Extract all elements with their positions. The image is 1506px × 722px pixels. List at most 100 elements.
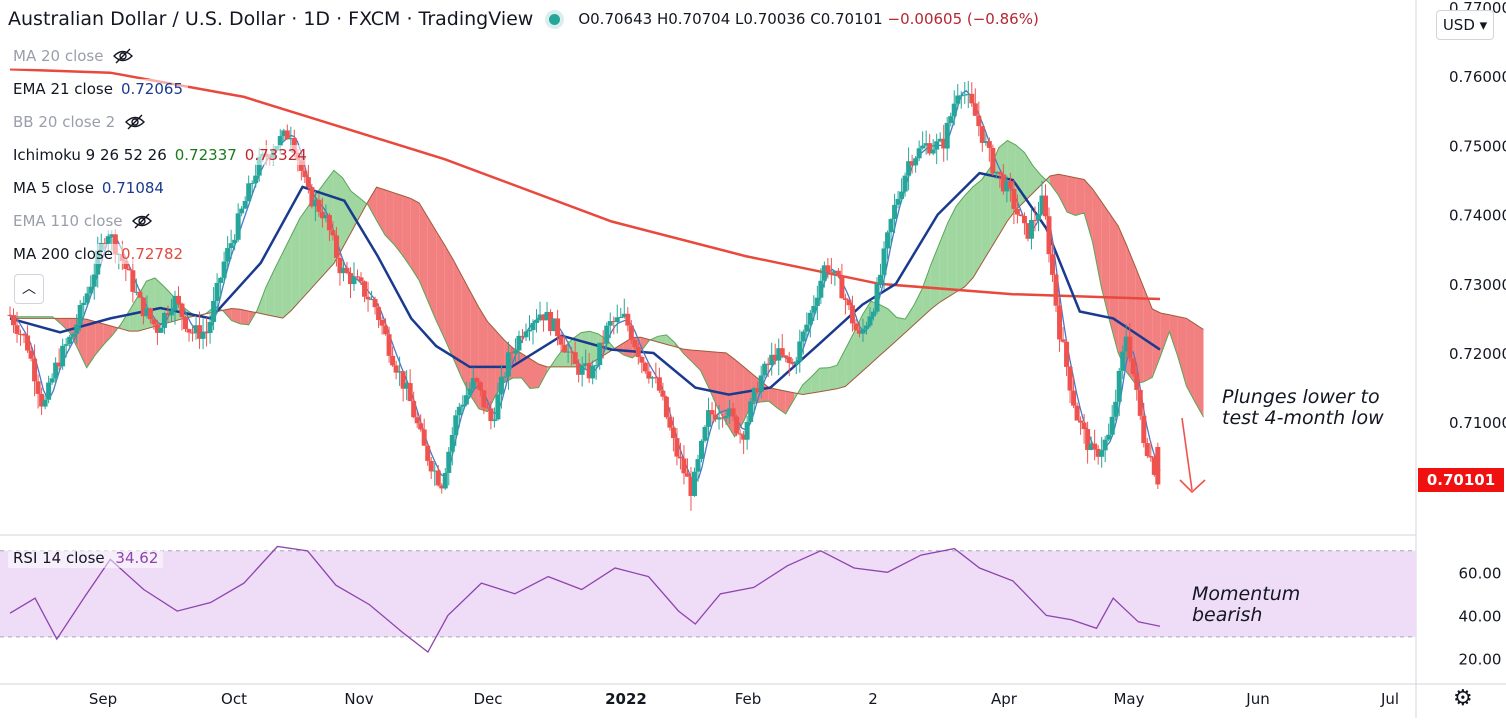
bull-candle [811, 305, 817, 313]
cloud-segment [521, 353, 530, 389]
down-arrow [1179, 417, 1206, 494]
bull-candle [312, 199, 318, 207]
time-tick-label: Apr [991, 690, 1018, 708]
cloud-segment [623, 337, 633, 358]
bull-candle [706, 410, 712, 427]
annotation-rsi-line1: Momentum [1192, 583, 1301, 605]
bear-candle [333, 235, 339, 258]
bull-candle [797, 341, 803, 362]
eye-off-icon[interactable] [125, 114, 146, 134]
currency-selector[interactable]: USD ▾ [1436, 10, 1494, 40]
bear-candle [1085, 429, 1091, 450]
bull-candle [495, 394, 501, 420]
cloud-segment [802, 376, 812, 395]
low-value: L0.70036 [735, 10, 806, 28]
bear-candle [407, 383, 413, 402]
bull-candle [277, 136, 283, 147]
bear-candle [337, 257, 343, 274]
bear-candle [319, 211, 325, 219]
legend-item[interactable]: EMA 21 close 0.72065 [8, 79, 188, 99]
bull-candle [1116, 370, 1122, 402]
bear-candle [204, 332, 210, 334]
gear-icon[interactable]: ⚙ [1453, 686, 1473, 711]
cloud-segment [785, 391, 795, 414]
cloud-segment [922, 265, 931, 318]
bear-candle [1095, 448, 1101, 457]
eye-off-icon[interactable] [132, 213, 153, 233]
bear-candle [663, 396, 669, 418]
rsi-overbought-oversold-band [0, 550, 1416, 637]
bull-candle [369, 299, 375, 301]
bull-candle [800, 331, 806, 342]
bull-candle [951, 103, 957, 117]
bear-candle [986, 141, 992, 148]
cloud-segment [86, 319, 96, 368]
cloud-segment [393, 192, 403, 255]
bear-candle [941, 138, 947, 149]
bear-candle [365, 296, 371, 300]
bear-candle [709, 410, 715, 415]
bear-candle [842, 298, 848, 300]
bull-candle [516, 335, 522, 351]
bear-candle [28, 350, 34, 359]
bull-candle [218, 277, 224, 283]
cloud-segment [368, 187, 377, 221]
legend-item[interactable]: EMA 110 close [8, 211, 158, 234]
cloud-segment [103, 324, 113, 345]
cloud-segment [836, 349, 846, 389]
bear-candle [39, 393, 45, 407]
bull-candle [470, 378, 476, 389]
bear-candle [1018, 214, 1024, 217]
bear-candle [130, 270, 136, 292]
cloud-segment [376, 187, 386, 236]
bull-candle [993, 171, 999, 174]
legend-item[interactable]: MA 5 close 0.71084 [8, 178, 169, 198]
cloud-segment [427, 217, 437, 321]
bear-candle [481, 390, 487, 408]
legend-item[interactable]: MA 200 close 0.72782 [8, 244, 189, 264]
legend-item[interactable]: Ichimoku 9 26 52 26 0.72337 0.73324 [8, 145, 312, 165]
bull-candle [1028, 219, 1034, 239]
symbol-title[interactable]: Australian Dollar / U.S. Dollar · 1D · F… [8, 8, 534, 30]
eye-off-icon[interactable] [113, 48, 134, 68]
bull-candle [256, 156, 262, 176]
legend-item-name: Ichimoku 9 26 52 26 [13, 146, 167, 164]
time-tick-label: May [1113, 690, 1144, 708]
bull-candle [804, 324, 810, 332]
bear-candle [151, 319, 157, 325]
bull-candle [42, 399, 48, 407]
bull-candle [902, 175, 908, 192]
time-tick-label: Sep [89, 690, 117, 708]
cloud-segment [981, 167, 991, 264]
cloud-segment [461, 275, 471, 396]
bull-candle [91, 274, 97, 287]
legend-item[interactable]: BB 20 close 2 [8, 112, 151, 135]
cloud-segment [956, 195, 965, 292]
bear-candle [477, 382, 483, 391]
bull-candle [744, 421, 750, 440]
bear-candle [635, 346, 641, 357]
bear-candle [428, 460, 434, 472]
bull-candle [442, 472, 448, 489]
price-tick-label: 0.73000 [1449, 276, 1506, 294]
bear-candle [569, 351, 575, 353]
collapse-legend-button[interactable]: ︿ [14, 274, 44, 304]
bull-candle [818, 280, 824, 298]
bull-candle [242, 201, 248, 209]
rsi-legend[interactable]: RSI 14 close 34.62 [8, 548, 164, 568]
bear-candle [1155, 446, 1161, 485]
bear-candle [316, 199, 322, 212]
bull-candle [105, 236, 111, 244]
bear-candle [147, 308, 153, 320]
bull-candle [923, 143, 929, 146]
bear-candle [386, 334, 392, 356]
bull-candle [948, 116, 954, 123]
bull-candle [1035, 214, 1041, 220]
bear-candle [562, 344, 568, 353]
bear-candle [1078, 420, 1084, 423]
price-tick-label: 0.72000 [1449, 345, 1506, 363]
bull-candle [537, 314, 543, 321]
legend-item[interactable]: MA 20 close [8, 46, 139, 69]
